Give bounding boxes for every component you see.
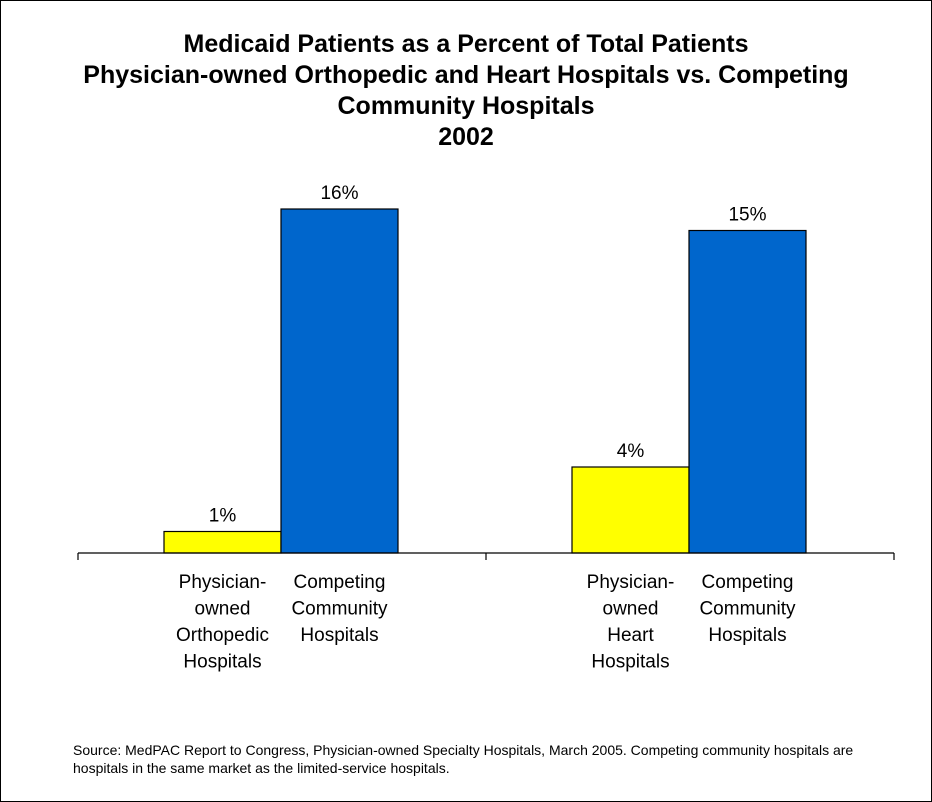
bar-0 (163, 530, 282, 554)
bars-layer (163, 208, 807, 554)
source-note: Source: MedPAC Report to Congress, Physi… (73, 742, 854, 776)
axis-layer (77, 552, 895, 560)
labels-layer: 1% Physician-owned Orthopedic Hospitals 16% C… (176, 183, 796, 673)
data-label-0: 1% (209, 506, 237, 527)
data-label-2: 4% (617, 441, 645, 462)
chart-title-line-4: 2002 (438, 123, 494, 151)
bar-3 (688, 229, 807, 554)
chart-title: Medicaid Patients as a Percent of Total … (1, 29, 931, 153)
chart-title-line-2: Physician-owned Orthopedic and Heart Hos… (83, 61, 849, 89)
chart-title-line-1: Medicaid Patients as a Percent of Total … (183, 30, 749, 58)
bar-2 (571, 466, 690, 554)
bar-1 (280, 208, 399, 554)
category-label-1: Competing Community Hospitals (291, 572, 388, 646)
data-label-1: 16% (320, 183, 358, 204)
category-label-2: Physician-owned Heart Hospitals (587, 572, 675, 673)
chart-title-line-3: Community Hospitals (337, 92, 595, 120)
data-label-3: 15% (728, 205, 766, 226)
category-label-0: Physician-owned Orthopedic Hospitals (176, 572, 269, 673)
category-label-3: Competing Community Hospitals (699, 572, 796, 646)
